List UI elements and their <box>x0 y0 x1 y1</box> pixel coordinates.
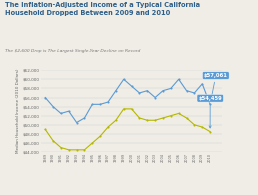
Text: $57,061: $57,061 <box>204 73 228 101</box>
Y-axis label: Median Household Income (2010 Dollars): Median Household Income (2010 Dollars) <box>16 69 20 153</box>
Text: The Inflation-Adjusted Income of a Typical California
Household Dropped Between : The Inflation-Adjusted Income of a Typic… <box>5 2 200 16</box>
Text: $54,459: $54,459 <box>198 96 222 128</box>
Text: The $2,600 Drop is The Largest Single-Year Decline on Record: The $2,600 Drop is The Largest Single-Ye… <box>5 49 140 53</box>
